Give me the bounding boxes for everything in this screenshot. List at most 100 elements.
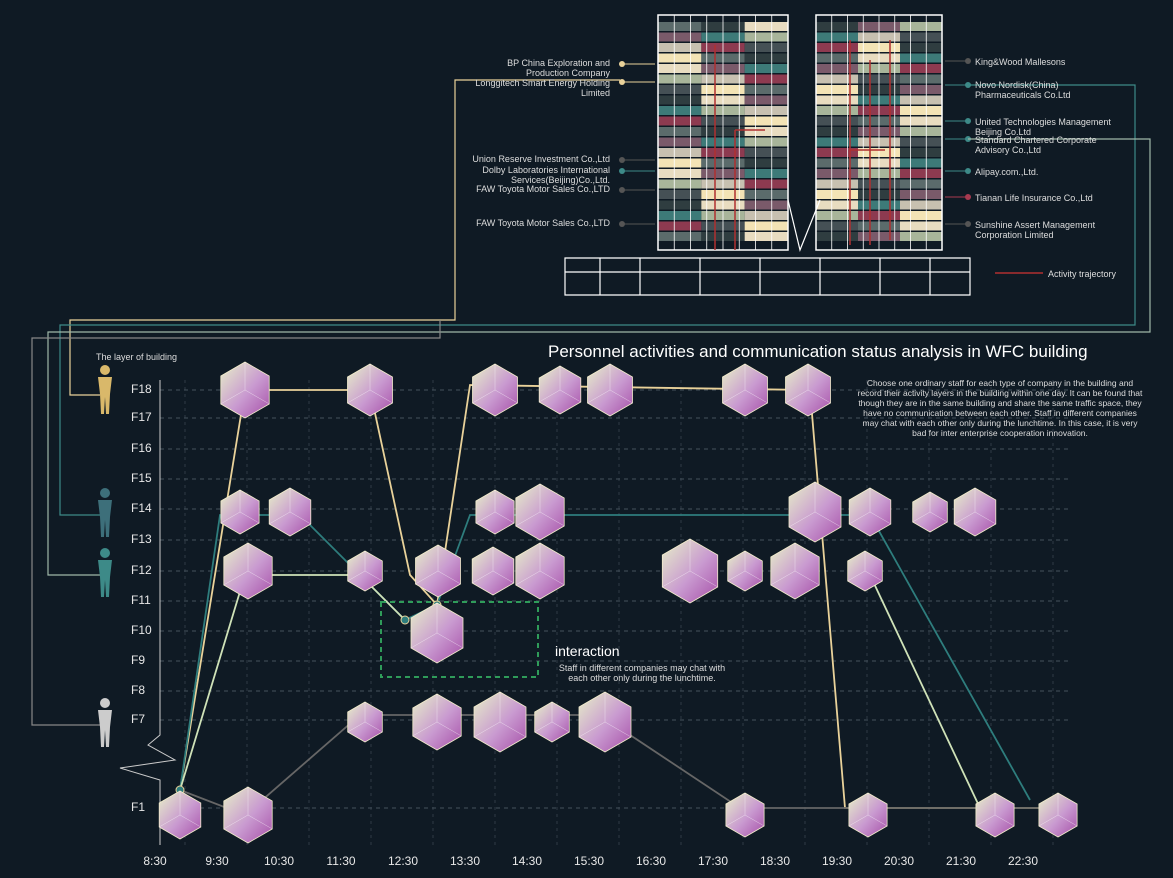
- tower-band: [658, 158, 702, 168]
- person-body: [98, 500, 112, 537]
- tower-band: [658, 190, 702, 199]
- tower-band: [744, 148, 788, 157]
- tower-band: [658, 106, 702, 115]
- room-edge: [1038, 793, 1078, 827]
- room-edge: [475, 490, 515, 524]
- interaction-text: Staff in different companies may chat wi…: [558, 663, 726, 683]
- legend-label: Activity trajectory: [1048, 269, 1117, 279]
- tower-band: [900, 148, 942, 157]
- room-edge: [220, 490, 260, 524]
- tower-band: [900, 106, 942, 115]
- tower-band: [658, 53, 702, 63]
- room-edge: [788, 482, 842, 528]
- room-edge: [515, 484, 565, 527]
- tower-band: [744, 200, 788, 210]
- pointer-dot: [619, 187, 625, 193]
- podium: [564, 199, 971, 296]
- time-label: 8:30: [143, 854, 167, 868]
- tower-band: [658, 116, 702, 126]
- time-label: 12:30: [388, 854, 418, 868]
- floor-label: F11: [131, 593, 151, 607]
- connector: [59, 84, 1136, 516]
- tower-band: [816, 32, 858, 42]
- company-label: Longgitech Smart Energy Holding Limited: [475, 78, 610, 98]
- tower-band: [658, 211, 702, 220]
- tower-band: [816, 200, 858, 210]
- time-label: 22:30: [1008, 854, 1038, 868]
- person-head: [100, 698, 110, 708]
- tower-band: [744, 43, 788, 52]
- tower-band: [744, 85, 788, 94]
- pointer-dot: [965, 58, 971, 64]
- tower-band: [744, 22, 788, 31]
- interaction-box: [380, 601, 539, 678]
- tower-band: [744, 127, 788, 136]
- room-edge: [472, 364, 518, 404]
- room-edge: [223, 543, 273, 586]
- layer-label: The layer of building: [96, 352, 178, 362]
- room-edge: [785, 364, 831, 404]
- room-edge: [722, 364, 768, 404]
- connector: [69, 79, 620, 396]
- floor-label: F8: [131, 683, 145, 697]
- tower-band: [900, 53, 942, 63]
- company-label: Tianan Life Insurance Co.,Ltd: [975, 193, 1093, 203]
- tower-band: [816, 74, 858, 84]
- tower-band: [900, 137, 942, 147]
- connector: [31, 320, 441, 726]
- tower-band: [816, 53, 858, 63]
- tower-band: [816, 190, 858, 199]
- floor-label: F7: [131, 712, 145, 726]
- tower-band: [900, 43, 942, 52]
- time-label: 17:30: [698, 854, 728, 868]
- room-edge: [975, 793, 1015, 827]
- tower-band: [658, 127, 702, 136]
- tower-band: [816, 116, 858, 126]
- tower-band: [658, 200, 702, 210]
- tower-band: [744, 53, 788, 63]
- floor-label: F14: [131, 501, 152, 515]
- person-head: [100, 488, 110, 498]
- tower-band: [900, 158, 942, 168]
- tower-band: [816, 179, 858, 189]
- person-head: [100, 365, 110, 375]
- pointer-dot: [619, 79, 625, 85]
- time-label: 11:30: [326, 854, 355, 868]
- tower-band: [816, 158, 858, 168]
- company-label: FAW Toyota Motor Sales Co.,LTD: [476, 218, 610, 228]
- tower-band: [900, 211, 942, 220]
- company-label: King&Wood Mallesons: [975, 57, 1066, 67]
- person-body: [98, 710, 112, 747]
- room-edge: [268, 488, 312, 525]
- pointer-dot: [965, 168, 971, 174]
- room-edge: [220, 362, 270, 405]
- room-edge: [848, 488, 892, 525]
- room-edge: [848, 793, 888, 827]
- company-label: Union Reserve Investment Co.,Ltd: [472, 154, 610, 164]
- floor-label: F17: [131, 410, 152, 424]
- tower-band: [744, 74, 788, 84]
- room-edge: [347, 551, 383, 582]
- tower-band: [900, 32, 942, 42]
- floor-label: F15: [131, 471, 152, 485]
- time-label: 15:30: [574, 854, 604, 868]
- room-edge: [471, 547, 515, 584]
- tower-band: [744, 169, 788, 178]
- node: [400, 615, 410, 625]
- company-label: Alipay.com.,Ltd.: [975, 167, 1039, 177]
- tower-band: [744, 64, 788, 73]
- tower-band: [744, 32, 788, 42]
- floor-label: F16: [131, 441, 152, 455]
- room-edge: [578, 692, 632, 738]
- tower-band: [900, 85, 942, 94]
- room-edge: [847, 551, 883, 582]
- time-label: 13:30: [450, 854, 480, 868]
- room-edge: [587, 364, 633, 404]
- tower-band: [744, 116, 788, 126]
- tower-band: [744, 221, 788, 231]
- tower-band: [658, 148, 702, 157]
- tower-band: [816, 95, 858, 105]
- tower-band: [744, 106, 788, 115]
- room-edge: [538, 366, 582, 403]
- time-label: 9:30: [205, 854, 229, 868]
